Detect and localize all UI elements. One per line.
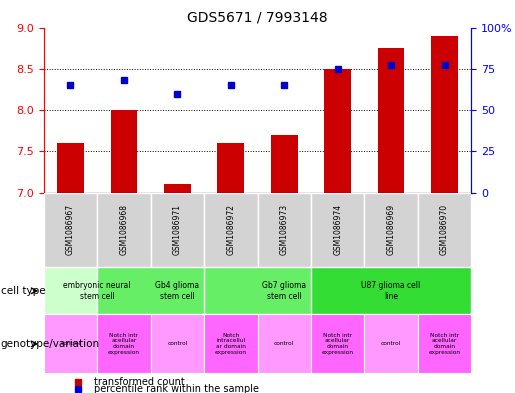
Text: percentile rank within the sample: percentile rank within the sample [94,384,259,393]
Text: GSM1086968: GSM1086968 [119,204,128,255]
Text: embryonic neural
stem cell: embryonic neural stem cell [63,281,131,301]
Text: control: control [60,342,81,346]
Bar [44,193,97,267]
Bar [431,36,458,193]
Text: Gb7 glioma
stem cell: Gb7 glioma stem cell [262,281,306,301]
Bar [151,193,204,267]
Text: transformed count: transformed count [94,376,184,387]
Bar [204,193,258,267]
Bar [271,135,298,193]
Bar [418,314,471,373]
Bar [151,314,204,373]
Text: Notch intr
acellular
domain
expression: Notch intr acellular domain expression [108,333,140,355]
Bar [377,48,404,193]
Text: GSM1086969: GSM1086969 [387,204,396,255]
Text: Notch
intracellul
ar domain
expression: Notch intracellul ar domain expression [215,333,247,355]
Bar [365,193,418,267]
Text: control: control [381,342,401,346]
Bar [418,193,471,267]
Text: cell type: cell type [1,286,45,296]
Bar [311,314,365,373]
Text: U87 glioma cell
line: U87 glioma cell line [362,281,421,301]
Bar [365,314,418,373]
Text: GSM1086970: GSM1086970 [440,204,449,255]
Bar [44,267,151,314]
Bar [204,314,258,373]
Title: GDS5671 / 7993148: GDS5671 / 7993148 [187,11,328,25]
Text: Gb4 glioma
stem cell: Gb4 glioma stem cell [156,281,199,301]
Bar [44,314,97,373]
Bar [217,143,244,193]
Bar [57,143,84,193]
Text: GSM1086972: GSM1086972 [226,204,235,255]
Text: Notch intr
acellular
domain
expression: Notch intr acellular domain expression [428,333,460,355]
Text: genotype/variation: genotype/variation [1,339,99,349]
Bar [97,314,151,373]
Bar [258,314,311,373]
Bar [311,193,365,267]
Text: GSM1086967: GSM1086967 [66,204,75,255]
Bar [311,267,471,314]
Bar [97,267,258,314]
Bar [204,267,365,314]
Bar [258,193,311,267]
Text: GSM1086971: GSM1086971 [173,204,182,255]
Text: GSM1086973: GSM1086973 [280,204,289,255]
Bar [324,69,351,193]
Bar [97,193,151,267]
Bar [111,110,138,193]
Text: control: control [167,342,187,346]
Bar [164,184,191,193]
Text: Notch intr
acellular
domain
expression: Notch intr acellular domain expression [322,333,354,355]
Text: GSM1086974: GSM1086974 [333,204,342,255]
Text: control: control [274,342,295,346]
